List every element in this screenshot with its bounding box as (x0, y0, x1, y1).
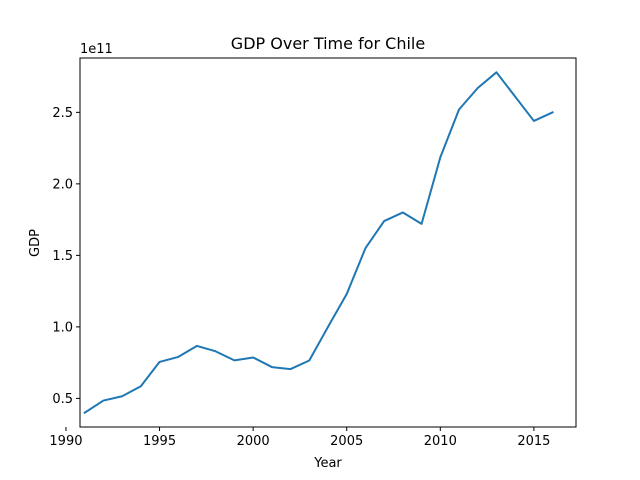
y-axis-offset-label: 1e11 (80, 42, 113, 57)
plot-frame (79, 57, 577, 428)
x-tick-label: 2010 (424, 434, 457, 449)
x-tick-label: 1990 (49, 434, 82, 449)
y-tick-label: 1.0 (52, 320, 73, 335)
x-tick-label: 2005 (330, 434, 363, 449)
x-tick-label: 2000 (237, 434, 270, 449)
x-axis-label: Year (313, 456, 342, 471)
y-axis-label: GDP (28, 229, 43, 257)
y-tick-label: 2.5 (52, 106, 73, 121)
y-tick-label: 1.5 (52, 249, 73, 264)
x-tick-label: 2015 (517, 434, 550, 449)
y-tick-label: 0.5 (52, 392, 73, 407)
chart-title: GDP Over Time for Chile (231, 34, 425, 53)
y-tick-label: 2.0 (52, 177, 73, 192)
series-line-0 (83, 71, 554, 415)
x-tick-label: 1995 (143, 434, 176, 449)
plot-area: 1990 1995 2000 2005 2010 2015 0.5 1.0 1.5 2.0 2.5 (49, 57, 577, 449)
